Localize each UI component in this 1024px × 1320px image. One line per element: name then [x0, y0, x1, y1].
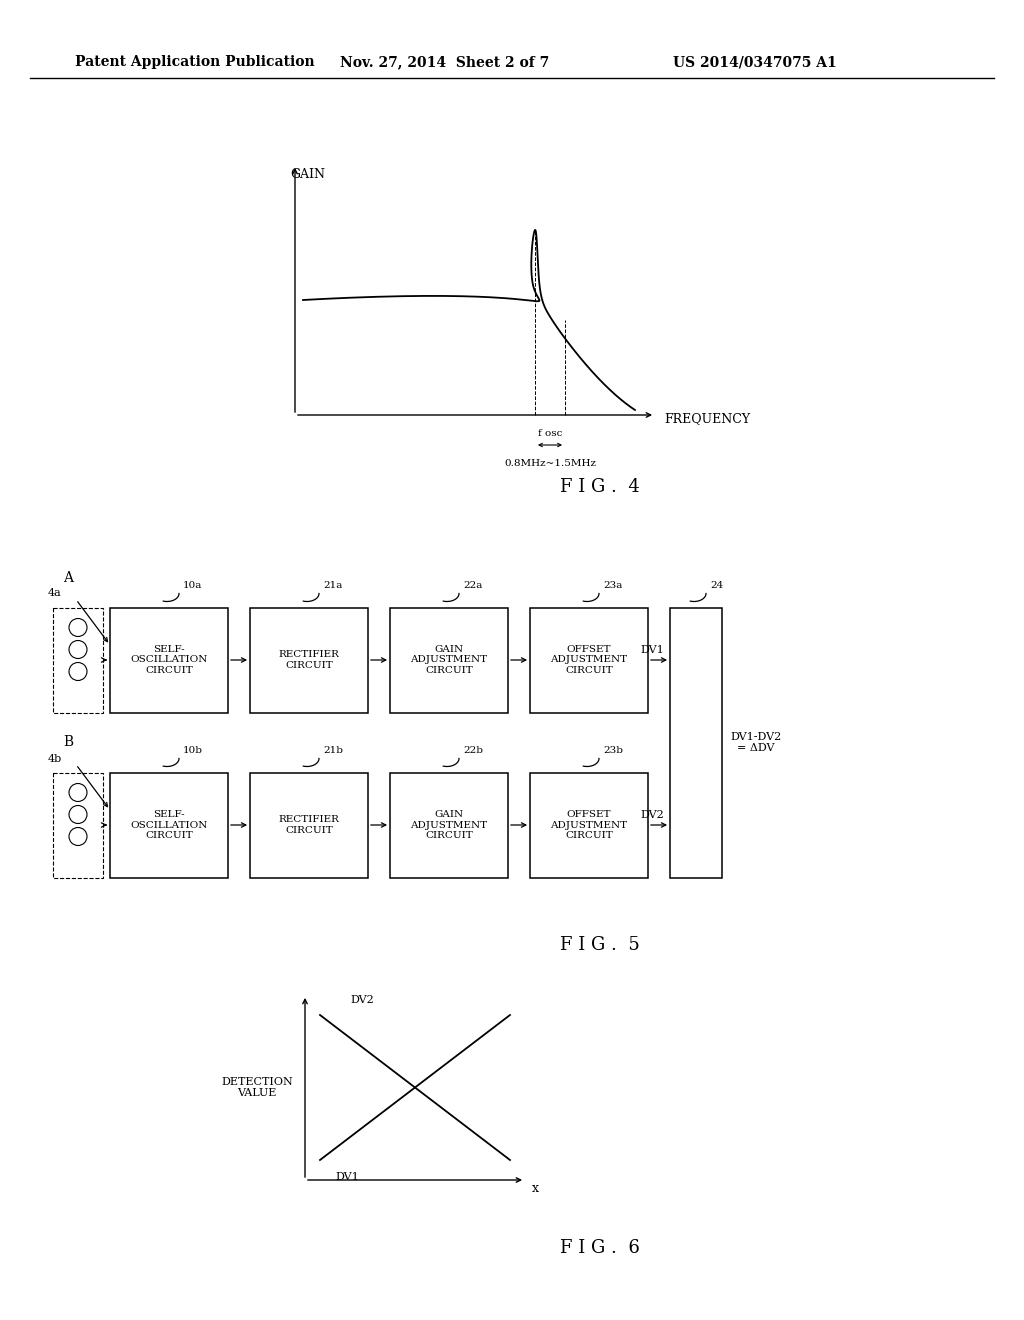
Bar — [390, 772, 508, 878]
Text: 22b: 22b — [463, 746, 483, 755]
Text: OFFSET
ADJUSTMENT
CIRCUIT: OFFSET ADJUSTMENT CIRCUIT — [551, 645, 628, 675]
Text: x: x — [531, 1181, 539, 1195]
Text: OFFSET
ADJUSTMENT
CIRCUIT: OFFSET ADJUSTMENT CIRCUIT — [551, 810, 628, 840]
Text: SELF-
OSCILLATION
CIRCUIT: SELF- OSCILLATION CIRCUIT — [130, 645, 208, 675]
Text: A: A — [63, 570, 73, 585]
Bar — [53, 772, 103, 878]
Text: RECTIFIER
CIRCUIT: RECTIFIER CIRCUIT — [279, 651, 339, 669]
Bar — [53, 607, 103, 713]
Bar — [530, 772, 648, 878]
Bar — [250, 772, 368, 878]
Text: DV2: DV2 — [350, 995, 374, 1005]
Text: DV1-DV2
= ΔDV: DV1-DV2 = ΔDV — [730, 731, 781, 754]
Bar — [110, 607, 228, 713]
Text: 10a: 10a — [183, 581, 203, 590]
Text: 4b: 4b — [48, 754, 62, 763]
Bar — [530, 607, 648, 713]
Text: DV1: DV1 — [335, 1172, 358, 1181]
Text: 4a: 4a — [48, 589, 61, 598]
Text: F I G .  6: F I G . 6 — [560, 1239, 640, 1257]
Text: 10b: 10b — [183, 746, 203, 755]
Bar — [250, 607, 368, 713]
Text: RECTIFIER
CIRCUIT: RECTIFIER CIRCUIT — [279, 816, 339, 834]
Text: DV1: DV1 — [640, 645, 664, 655]
Text: DV2: DV2 — [640, 810, 664, 820]
Text: 21b: 21b — [323, 746, 343, 755]
Text: Nov. 27, 2014  Sheet 2 of 7: Nov. 27, 2014 Sheet 2 of 7 — [340, 55, 550, 69]
Bar — [670, 607, 722, 878]
Bar — [110, 772, 228, 878]
Text: 23a: 23a — [603, 581, 623, 590]
Text: GAIN: GAIN — [290, 169, 325, 181]
Text: 0.8MHz~1.5MHz: 0.8MHz~1.5MHz — [504, 458, 596, 467]
Text: 21a: 21a — [323, 581, 342, 590]
Text: B: B — [63, 735, 73, 750]
Text: 22a: 22a — [463, 581, 482, 590]
Text: DETECTION
VALUE: DETECTION VALUE — [221, 1077, 293, 1098]
Text: GAIN
ADJUSTMENT
CIRCUIT: GAIN ADJUSTMENT CIRCUIT — [411, 645, 487, 675]
Text: F I G .  4: F I G . 4 — [560, 478, 640, 496]
Bar — [390, 607, 508, 713]
Text: 24: 24 — [710, 581, 723, 590]
Text: f osc: f osc — [538, 429, 562, 437]
Text: F I G .  5: F I G . 5 — [560, 936, 640, 954]
Text: US 2014/0347075 A1: US 2014/0347075 A1 — [673, 55, 837, 69]
Text: Patent Application Publication: Patent Application Publication — [75, 55, 314, 69]
Text: FREQUENCY: FREQUENCY — [664, 412, 750, 425]
Text: GAIN
ADJUSTMENT
CIRCUIT: GAIN ADJUSTMENT CIRCUIT — [411, 810, 487, 840]
Text: 23b: 23b — [603, 746, 623, 755]
Text: SELF-
OSCILLATION
CIRCUIT: SELF- OSCILLATION CIRCUIT — [130, 810, 208, 840]
